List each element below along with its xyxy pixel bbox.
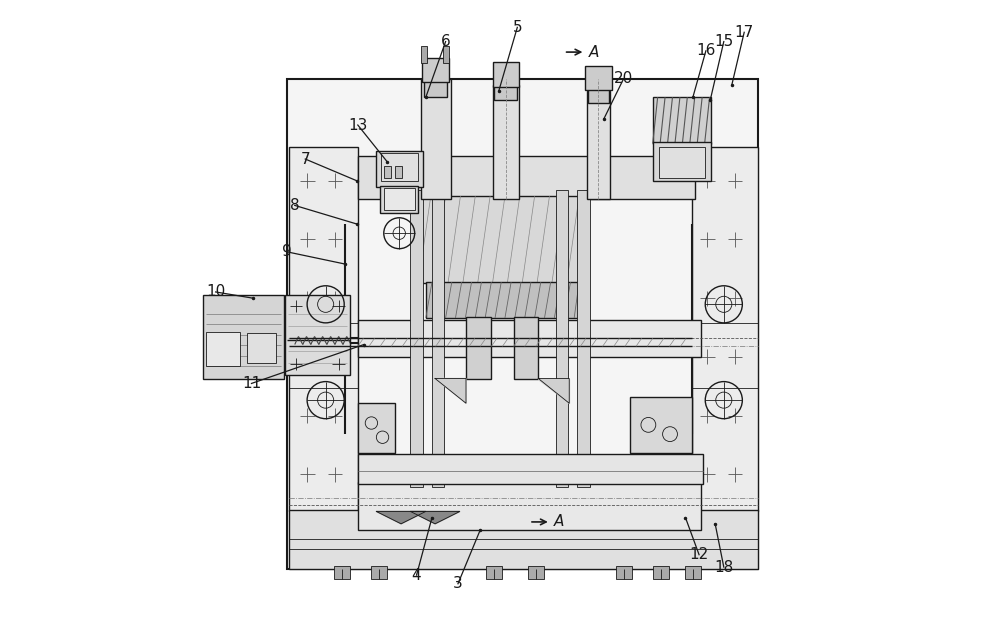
Bar xyxy=(358,403,395,453)
Polygon shape xyxy=(538,379,569,403)
Bar xyxy=(424,79,447,97)
Bar xyxy=(653,142,711,181)
Text: 12: 12 xyxy=(689,547,709,562)
Bar xyxy=(287,79,758,569)
Bar xyxy=(247,333,276,363)
Bar xyxy=(334,566,350,579)
Bar xyxy=(203,295,284,379)
Bar xyxy=(410,190,423,487)
Text: 18: 18 xyxy=(714,560,733,574)
Bar xyxy=(285,295,350,376)
Bar xyxy=(443,46,449,63)
Bar xyxy=(384,188,415,210)
Bar xyxy=(206,332,240,366)
Bar xyxy=(588,86,609,103)
Bar xyxy=(395,166,402,178)
Text: 16: 16 xyxy=(696,43,716,58)
Bar xyxy=(426,282,579,318)
Bar xyxy=(289,510,758,569)
Text: 10: 10 xyxy=(206,284,225,299)
Text: 13: 13 xyxy=(348,117,367,132)
Polygon shape xyxy=(410,512,460,524)
Bar xyxy=(493,62,519,87)
Bar xyxy=(616,566,632,579)
Bar xyxy=(653,97,711,143)
Text: 4: 4 xyxy=(412,568,421,582)
Bar xyxy=(432,190,444,487)
Bar xyxy=(289,147,358,512)
Bar xyxy=(585,66,612,90)
Bar xyxy=(384,166,391,178)
Text: 17: 17 xyxy=(735,25,754,40)
Bar xyxy=(577,190,590,487)
Bar xyxy=(685,566,701,579)
Text: 8: 8 xyxy=(290,198,300,213)
Bar xyxy=(466,317,491,379)
Polygon shape xyxy=(435,379,466,403)
Text: 7: 7 xyxy=(300,152,310,166)
Bar xyxy=(418,196,588,283)
Text: 9: 9 xyxy=(282,244,292,260)
Polygon shape xyxy=(376,512,426,524)
Text: 3: 3 xyxy=(453,576,463,591)
Text: 6: 6 xyxy=(441,34,450,49)
Bar xyxy=(556,190,568,487)
Bar xyxy=(486,566,502,579)
Text: 15: 15 xyxy=(714,34,733,49)
Bar xyxy=(376,151,423,187)
Text: 11: 11 xyxy=(242,376,261,391)
Bar xyxy=(494,83,517,101)
Bar xyxy=(653,566,669,579)
Text: 20: 20 xyxy=(614,71,633,86)
Bar xyxy=(358,320,701,357)
Bar xyxy=(358,454,703,484)
Text: A: A xyxy=(554,514,564,530)
Bar xyxy=(630,397,692,453)
Text: A: A xyxy=(588,45,599,60)
Bar xyxy=(421,46,427,63)
Bar xyxy=(587,91,610,199)
Bar xyxy=(528,566,544,579)
Bar xyxy=(358,482,701,530)
Bar xyxy=(493,85,519,199)
Bar xyxy=(358,156,695,199)
Bar xyxy=(692,147,758,512)
Bar xyxy=(514,317,538,379)
Bar xyxy=(422,58,449,82)
Bar xyxy=(659,147,705,178)
Bar xyxy=(380,186,418,213)
Text: 5: 5 xyxy=(512,20,522,35)
Bar xyxy=(381,153,418,181)
Bar xyxy=(371,566,387,579)
Bar xyxy=(421,79,451,199)
